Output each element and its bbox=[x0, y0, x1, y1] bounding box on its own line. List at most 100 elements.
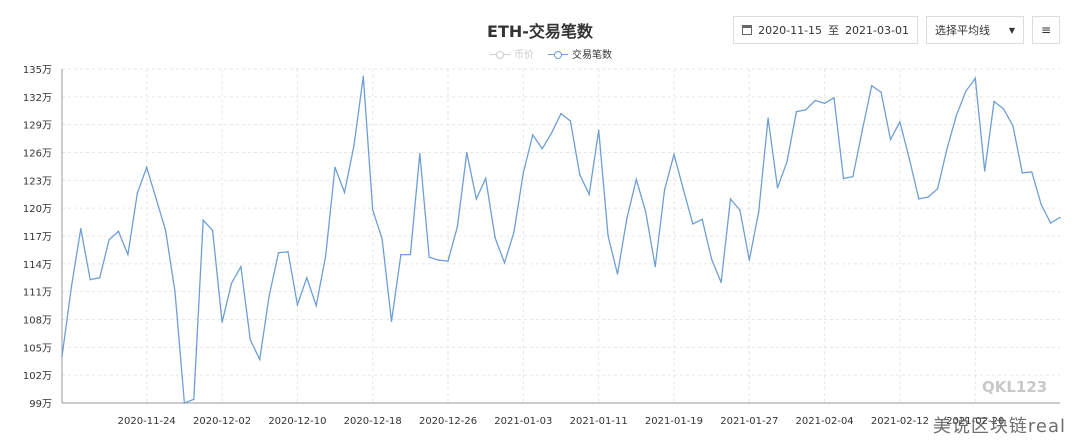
data-point bbox=[230, 282, 233, 285]
data-point bbox=[324, 255, 327, 258]
data-point bbox=[466, 151, 468, 154]
data-point bbox=[155, 198, 157, 200]
date-range-picker[interactable]: 2020-11-15 至 2021-03-01 bbox=[733, 16, 918, 44]
calendar-icon bbox=[742, 25, 753, 35]
y-tick-label: 135万 bbox=[23, 65, 52, 76]
data-point bbox=[739, 209, 741, 211]
data-point bbox=[842, 177, 845, 180]
data-point bbox=[98, 277, 101, 279]
data-point bbox=[541, 148, 543, 150]
chevron-down-icon: ▼ bbox=[1008, 25, 1015, 35]
data-point bbox=[983, 170, 986, 172]
data-point bbox=[522, 172, 525, 174]
data-point bbox=[965, 90, 967, 92]
x-tick-label: 2020-12-18 bbox=[344, 416, 402, 427]
data-point bbox=[484, 177, 487, 180]
data-point bbox=[1002, 108, 1005, 110]
data-point bbox=[720, 281, 722, 284]
data-point bbox=[259, 358, 261, 361]
y-tick-label: 126万 bbox=[23, 149, 52, 160]
data-point bbox=[880, 91, 882, 93]
data-point bbox=[362, 75, 364, 78]
y-tick-label: 123万 bbox=[23, 176, 52, 187]
data-point bbox=[579, 174, 581, 176]
data-point bbox=[588, 193, 590, 195]
data-point bbox=[146, 166, 148, 169]
menu-button[interactable]: ≡ bbox=[1032, 16, 1060, 44]
y-tick-label: 99万 bbox=[29, 399, 52, 410]
moving-average-select[interactable]: 选择平均线 ▼ bbox=[926, 16, 1024, 44]
data-point bbox=[381, 238, 383, 240]
data-point bbox=[870, 85, 873, 87]
data-point bbox=[343, 191, 346, 194]
data-point bbox=[823, 102, 826, 105]
data-point bbox=[1049, 222, 1052, 224]
data-point bbox=[767, 117, 769, 119]
chart-title: ETH-交易笔数 bbox=[487, 22, 593, 41]
legend-item-price[interactable]: 币价 bbox=[490, 46, 534, 61]
data-point bbox=[390, 320, 393, 323]
data-point bbox=[673, 153, 675, 156]
data-point bbox=[296, 303, 299, 306]
data-point bbox=[277, 252, 280, 254]
data-point bbox=[437, 259, 440, 261]
legend-line-circle-icon bbox=[490, 49, 510, 59]
y-tick-label: 102万 bbox=[23, 371, 52, 382]
data-point bbox=[532, 134, 534, 136]
data-point bbox=[1059, 216, 1061, 219]
date-start: 2020-11-15 bbox=[758, 23, 823, 37]
data-point bbox=[927, 196, 929, 198]
data-point bbox=[550, 132, 553, 134]
data-point bbox=[221, 321, 223, 323]
data-point bbox=[805, 109, 807, 111]
data-point bbox=[758, 211, 760, 213]
data-point bbox=[475, 198, 477, 200]
data-point bbox=[729, 198, 732, 200]
data-point bbox=[334, 166, 336, 169]
data-point bbox=[654, 265, 656, 268]
data-point bbox=[513, 231, 515, 233]
data-point bbox=[635, 178, 638, 181]
data-point bbox=[494, 237, 496, 239]
data-point bbox=[682, 188, 685, 191]
legend-line-circle-icon bbox=[548, 49, 568, 59]
data-point bbox=[287, 251, 289, 253]
data-point bbox=[946, 148, 948, 150]
x-tick-label: 2021-01-27 bbox=[720, 416, 778, 427]
y-tick-label: 132万 bbox=[23, 93, 52, 104]
data-point bbox=[833, 97, 835, 99]
data-point bbox=[597, 129, 600, 131]
data-point bbox=[174, 290, 176, 293]
series-line-tx-count bbox=[61, 76, 1061, 404]
hamburger-menu-icon: ≡ bbox=[1040, 23, 1052, 37]
data-point bbox=[710, 258, 713, 260]
data-point bbox=[993, 100, 995, 103]
data-point bbox=[974, 77, 976, 79]
data-point bbox=[748, 259, 751, 261]
data-point bbox=[211, 229, 214, 232]
data-point bbox=[183, 402, 186, 404]
x-tick-label: 2021-02-20 bbox=[946, 416, 1004, 427]
x-tick-label: 2021-01-11 bbox=[570, 416, 628, 427]
data-point bbox=[1040, 203, 1042, 206]
select-label: 选择平均线 bbox=[935, 24, 990, 37]
data-point bbox=[861, 129, 863, 131]
legend-label-price: 币价 bbox=[514, 50, 534, 61]
data-point bbox=[164, 229, 167, 232]
data-point bbox=[503, 262, 506, 264]
data-point bbox=[315, 304, 317, 307]
data-point bbox=[663, 188, 666, 191]
data-point bbox=[409, 253, 412, 256]
legend-item-tx-count[interactable]: 交易笔数 bbox=[548, 46, 612, 61]
data-point bbox=[202, 219, 204, 221]
data-point bbox=[1021, 172, 1024, 174]
data-point bbox=[955, 114, 958, 117]
data-point bbox=[127, 253, 129, 256]
data-point bbox=[899, 121, 901, 123]
data-point bbox=[193, 398, 195, 400]
data-point bbox=[936, 187, 939, 190]
data-point bbox=[306, 277, 308, 279]
x-tick-label: 2020-12-26 bbox=[419, 416, 477, 427]
data-point bbox=[607, 235, 609, 237]
data-point bbox=[428, 256, 430, 259]
